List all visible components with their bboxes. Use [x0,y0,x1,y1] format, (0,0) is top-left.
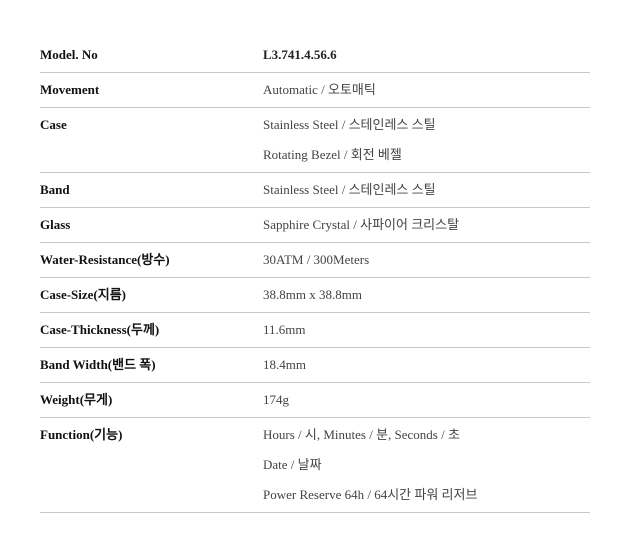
spec-value: Power Reserve 64h / 64시간 파워 리저브 [263,487,478,502]
spec-value: Sapphire Crystal / 사파이어 크리스탈 [263,217,460,232]
spec-label: Band Width(밴드 폭) [40,357,156,372]
spec-row: Water-Resistance(방수) 30ATM / 300Meters [40,243,590,278]
spec-label: Glass [40,217,71,232]
spec-value: Hours / 시, Minutes / 분, Seconds / 초 [263,427,460,442]
spec-row: Band Stainless Steel / 스테인레스 스틸 [40,173,590,208]
spec-value: 38.8mm x 38.8mm [263,287,362,302]
spec-value-cell: 38.8mm x 38.8mm [263,278,590,313]
spec-value-cell: 18.4mm [263,348,590,383]
spec-value-cell: Stainless Steel / 스테인레스 스틸 [263,173,590,208]
spec-value-cell: 174g [263,383,590,418]
spec-value: 30ATM / 300Meters [263,252,370,267]
spec-value: L3.741.4.56.6 [263,47,337,62]
spec-row: Model. No L3.741.4.56.6 [40,38,590,73]
spec-label: Water-Resistance(방수) [40,252,170,267]
spec-value-cell: Automatic / 오토매틱 [263,73,590,108]
spec-row: Band Width(밴드 폭) 18.4mm [40,348,590,383]
spec-value: 18.4mm [263,357,306,372]
spec-label: Band [40,182,70,197]
spec-row: Case Stainless Steel / 스테인레스 스틸 Rotating B… [40,108,590,173]
spec-row: Case-Thickness(두께) 11.6mm [40,313,590,348]
spec-row: Weight(무게) 174g [40,383,590,418]
spec-table: Model. No L3.741.4.56.6 Movement Automatic … [40,38,590,513]
spec-value-cell: Stainless Steel / 스테인레스 스틸 Rotating Bezel… [263,108,590,173]
spec-value-cell: L3.741.4.56.6 [263,38,590,73]
spec-value: Automatic / 오토매틱 [263,82,376,97]
spec-value-cell: Sapphire Crystal / 사파이어 크리스탈 [263,208,590,243]
spec-value: Date / 날짜 [263,457,322,472]
spec-value: 174g [263,392,289,407]
spec-row: Function(기능) Hours / 시, Minutes / 분, Seco… [40,418,590,513]
spec-value-cell: 30ATM / 300Meters [263,243,590,278]
spec-row: Movement Automatic / 오토매틱 [40,73,590,108]
spec-label: Case-Thickness(두께) [40,322,160,337]
spec-label: Weight(무게) [40,392,113,407]
spec-label: Case-Size(지름) [40,287,127,302]
spec-value-cell: 11.6mm [263,313,590,348]
spec-label: Function(기능) [40,427,123,442]
spec-row: Case-Size(지름) 38.8mm x 38.8mm [40,278,590,313]
spec-value: 11.6mm [263,322,306,337]
spec-label: Model. No [40,47,98,62]
spec-label: Case [40,117,67,132]
spec-value: Rotating Bezel / 회전 베젤 [263,147,402,162]
spec-row: Glass Sapphire Crystal / 사파이어 크리스탈 [40,208,590,243]
spec-value: Stainless Steel / 스테인레스 스틸 [263,182,436,197]
spec-value-cell: Hours / 시, Minutes / 분, Seconds / 초 Date … [263,418,590,513]
spec-label: Movement [40,82,100,97]
spec-value: Stainless Steel / 스테인레스 스틸 [263,117,436,132]
